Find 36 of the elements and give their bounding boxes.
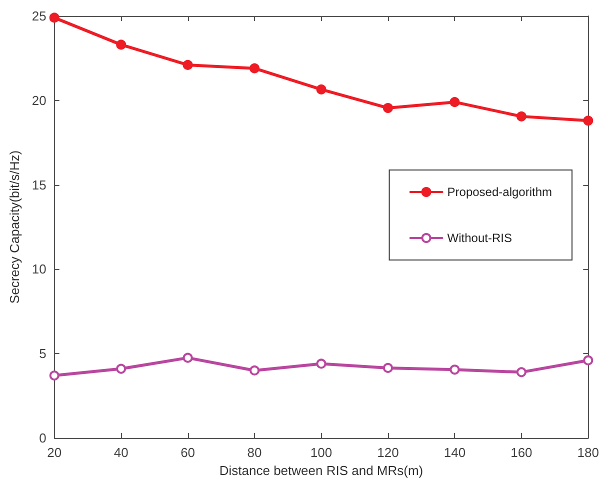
y-tick-label: 15	[32, 177, 46, 192]
legend-label: Proposed-algorithm	[447, 185, 552, 199]
x-axis-title: Distance between RIS and MRs(m)	[219, 462, 424, 478]
x-tick-label: 40	[114, 445, 128, 460]
y-axis-title: Secrecy Capacity(bit/s/Hz)	[7, 150, 22, 304]
point	[250, 365, 260, 376]
y-tick-label: 0	[39, 430, 46, 446]
x-tick-label: 100	[310, 445, 332, 460]
x-tick-label: 140	[444, 445, 466, 460]
x-tick-label: 160	[510, 445, 532, 460]
y-tick-label: 10	[32, 262, 46, 277]
x-tick-label: 80	[247, 445, 262, 460]
point	[382, 103, 393, 113]
point	[182, 60, 193, 70]
point	[583, 355, 594, 366]
point	[516, 111, 526, 122]
y-tick-label: 5	[39, 346, 46, 362]
point	[382, 362, 393, 373]
x-tick-label: 180	[577, 445, 600, 460]
point	[583, 116, 594, 126]
point	[49, 370, 60, 381]
point	[450, 97, 460, 108]
point	[182, 352, 193, 363]
point	[116, 40, 126, 50]
point	[450, 364, 460, 375]
point	[516, 367, 526, 378]
x-tick-label: 120	[377, 445, 399, 460]
point	[250, 63, 260, 74]
y-tick-label: 25	[32, 8, 46, 24]
point	[316, 84, 326, 94]
legend-label: Without-RIS	[447, 231, 512, 245]
point	[116, 364, 126, 374]
x-tick-label: 60	[180, 445, 196, 460]
point	[316, 358, 326, 369]
point	[49, 12, 60, 23]
y-tick-label: 20	[32, 92, 46, 108]
